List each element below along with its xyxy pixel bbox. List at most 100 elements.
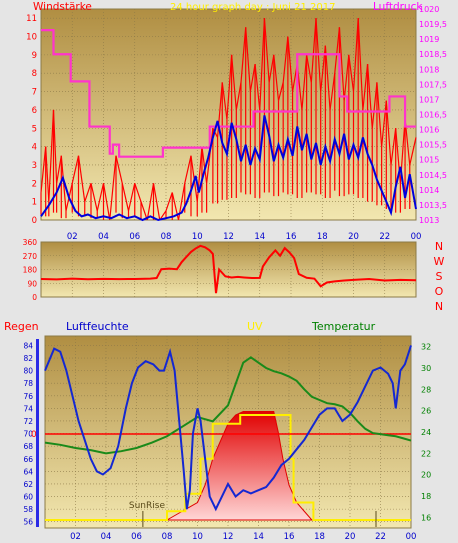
gust-segment [45, 146, 50, 202]
gust-segment [231, 54, 237, 110]
temperature-axis-title: Temperatur [311, 320, 376, 333]
time-tick-label: 18 [317, 232, 328, 242]
gust-segment [56, 155, 62, 184]
gust-segment [268, 54, 275, 83]
rain-axis-zero: 0 [31, 430, 37, 440]
gust-segment [221, 82, 228, 120]
gust-segment [245, 27, 251, 92]
time-tick-label: 04 [98, 232, 109, 242]
time-tick-label: 02 [70, 532, 81, 542]
gust-segment [134, 183, 142, 202]
temperature-tick-label: 18 [421, 492, 431, 501]
time-tick-label: 00 [406, 532, 417, 542]
gust-segment [334, 27, 341, 74]
pressure-axis: 1013 1013,5 1014 1014,5 1015 1015,5 1016 1016,5… [419, 5, 447, 225]
gust-segment [310, 18, 317, 83]
gust-segment [254, 63, 261, 110]
pressure-tick-label: 1020 [419, 5, 439, 14]
pressure-tick-label: 1013,5 [419, 201, 447, 210]
wind-tick-label: 11 [26, 14, 37, 24]
gust-segment [40, 146, 47, 193]
gust-segment [381, 100, 387, 147]
time-tick-label: 12 [223, 532, 234, 542]
time-tick-label: 04 [101, 532, 112, 542]
gust-segment [146, 183, 155, 221]
gust-segment [206, 128, 214, 184]
humidity-tick-label: 80 [23, 367, 33, 376]
gust-segment [263, 18, 270, 83]
humidity-temperature-grid [45, 336, 412, 528]
humidity-tick-label: 70 [23, 430, 33, 439]
pressure-tick-label: 1015,5 [419, 141, 447, 150]
time-tick-label: 16 [284, 532, 295, 542]
humidity-temperature-panel: 56 58 60 62 64 66 68 70 72 74 76 78 80 82 84 16 18 20 22 2… [4, 320, 431, 542]
gust-segment [357, 18, 364, 110]
gust-segment [235, 82, 242, 111]
gust-segment [109, 155, 117, 221]
wind-direction-series [40, 244, 417, 294]
time-tick-label: 10 [192, 232, 203, 242]
gust-segment [240, 27, 247, 83]
gust-segment [324, 45, 331, 110]
pressure-tick-label: 1018,5 [419, 50, 447, 59]
time-tick-label: 00 [411, 232, 422, 242]
wind-tick-label: 9 [32, 51, 37, 61]
humidity-tick-label: 72 [23, 417, 33, 426]
pressure-tick-label: 1013 [419, 216, 439, 225]
time-tick-label: 14 [253, 532, 264, 542]
gust-segment [102, 183, 111, 221]
wind-direction-axis: 0 90 180 270 360 [23, 238, 38, 302]
wind-speed-axis: 0 1 2 3 4 5 6 7 8 9 10 11 [26, 14, 37, 226]
gust-segment [329, 73, 336, 110]
temperature-tick-label: 24 [421, 428, 431, 437]
compass-label: N [435, 300, 443, 313]
time-tick-label: 22 [375, 532, 386, 542]
gust-segment [376, 82, 383, 147]
gust-segment [226, 54, 233, 120]
temperature-tick-label: 26 [421, 407, 431, 416]
uv-axis-title: UV [247, 320, 263, 333]
gust-segment [90, 183, 98, 211]
time-tick-label: 08 [162, 532, 173, 542]
pressure-tick-label: 1019,5 [419, 20, 447, 29]
gust-segment [306, 54, 312, 83]
pressure-tick-label: 1017,5 [419, 80, 447, 89]
gust-segment [371, 82, 378, 129]
gust-segment [115, 155, 123, 184]
temperature-tick-label: 22 [421, 449, 431, 458]
temperature-tick-label: 32 [421, 343, 431, 352]
gust-segment [201, 146, 208, 184]
wind-tick-label: 4 [32, 143, 37, 153]
gust-segment [52, 109, 58, 184]
pressure-tick-label: 1014,5 [419, 171, 447, 180]
wind-tick-label: 5 [32, 124, 37, 134]
time-tick-label: 22 [379, 232, 390, 242]
wind-tick-label: 8 [32, 69, 37, 79]
time-tick-label: 06 [131, 532, 142, 542]
temperature-tick-label: 30 [421, 364, 431, 373]
gust-segment [287, 36, 294, 92]
rain-scale-bar [36, 339, 39, 527]
gust-segment [390, 128, 397, 166]
gust-segment [184, 155, 192, 184]
gust-segment [121, 183, 130, 211]
pressure-tick-label: 1019 [419, 35, 439, 44]
humidity-tick-label: 74 [23, 404, 33, 413]
pressure-axis-title: Luftdruck [373, 1, 423, 13]
gust-segment [48, 109, 55, 202]
wind-tick-label: 1 [32, 198, 37, 208]
humidity-axis: 56 58 60 62 64 66 68 70 72 74 76 78 80 82 84 [23, 341, 33, 526]
rain-axis-title: Regen [4, 320, 39, 333]
gust-segment [84, 183, 92, 202]
humidity-tick-label: 84 [23, 341, 33, 350]
gust-segment [140, 201, 148, 221]
humidity-tick-label: 56 [23, 518, 33, 527]
wind-tick-label: 6 [32, 106, 37, 116]
time-tick-label: 20 [348, 232, 359, 242]
gust-segment [165, 192, 173, 212]
direction-tick-label: 270 [23, 252, 38, 261]
